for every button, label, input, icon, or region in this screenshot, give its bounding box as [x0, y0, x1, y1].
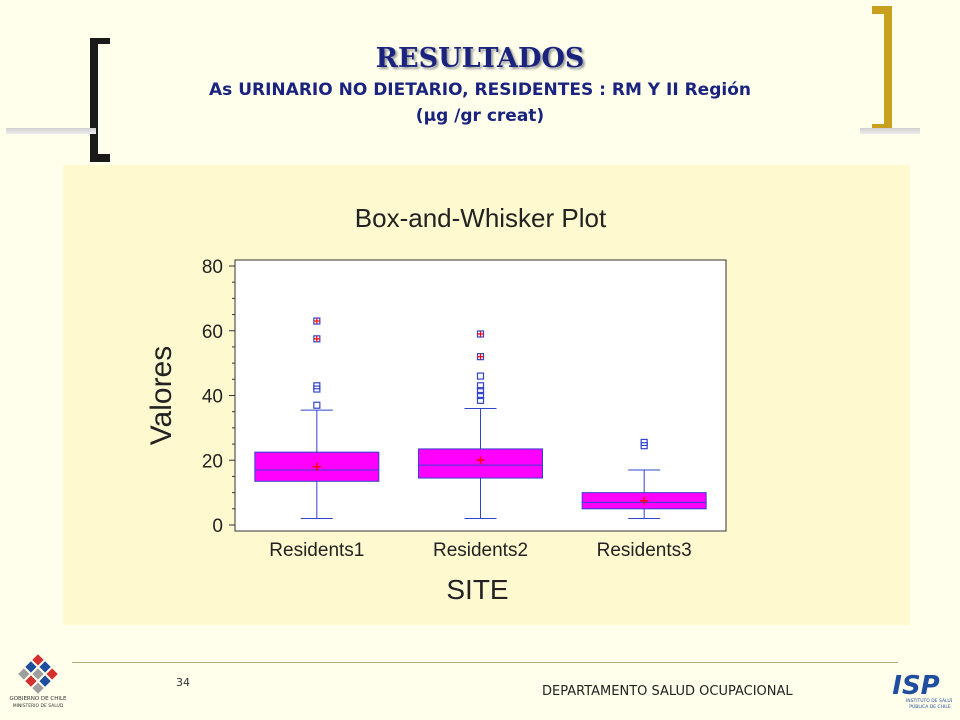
- chart-panel: Box-and-Whisker Plot 0 20 40 60 80 Valores SITE…: [63, 165, 910, 625]
- gobierno-de-chile-logo: GOBIERNO DE CHILE MINISTERIO DE SALUD: [9, 654, 67, 709]
- svg-text:GOBIERNO DE CHILE: GOBIERNO DE CHILE: [9, 696, 67, 702]
- chart-title: Box-and-Whisker Plot: [355, 203, 607, 233]
- svg-text:ISP: ISP: [892, 671, 939, 701]
- outlier-far-marker: [313, 318, 320, 325]
- y-tick-label: 20: [202, 451, 223, 472]
- y-tick-label: 40: [202, 387, 223, 408]
- outlier-point: [476, 382, 485, 390]
- mean-marker: [476, 456, 485, 465]
- isp-logo: ISP INSTITUTO DE SALUD PÚBLICA DE CHILE: [892, 671, 952, 710]
- outlier-far-marker: [313, 335, 320, 342]
- x-tick-label: Residents3: [597, 540, 692, 561]
- outlier-point: [476, 387, 485, 395]
- footer-department: DEPARTAMENTO SALUD OCUPACIONAL: [542, 684, 793, 699]
- header-rule-right: [860, 128, 920, 134]
- mean-marker: [312, 462, 321, 471]
- outlier-far-marker: [477, 330, 484, 337]
- header-rule-left: [6, 128, 96, 134]
- y-tick-label: 0: [212, 516, 223, 537]
- x-tick-label: Residents1: [269, 540, 364, 561]
- outlier-point: [476, 396, 485, 404]
- outlier-far-marker: [477, 353, 484, 360]
- svg-text:MINISTERIO DE SALUD: MINISTERIO DE SALUD: [13, 703, 64, 709]
- x-tick-label: Residents2: [433, 540, 528, 561]
- slide-subtitle: As URINARIO NO DIETARIO, RESIDENTES : RM…: [209, 80, 751, 100]
- outlier-point: [476, 391, 485, 400]
- slide-unit-line: (µg /gr creat): [415, 106, 545, 126]
- box-whisker-chart: Box-and-Whisker Plot 0 20 40 60 80 Valores SITE…: [145, 203, 727, 605]
- box-iqr: [418, 448, 543, 479]
- svg-text:PÚBLICA DE CHILE: PÚBLICA DE CHILE: [909, 703, 951, 710]
- x-axis-label: SITE: [446, 574, 508, 605]
- y-axis-label: Valores: [145, 346, 178, 446]
- y-tick-label: 80: [202, 257, 223, 278]
- outlier-point: [313, 401, 321, 409]
- slide-title: RESULTADOS: [375, 43, 585, 74]
- right-bracket-decoration: [872, 6, 892, 130]
- footer-divider: [72, 662, 898, 663]
- outlier-point: [313, 382, 321, 390]
- svg-text:INSTITUTO DE SALUD: INSTITUTO DE SALUD: [906, 698, 952, 704]
- outlier-point: [640, 438, 648, 447]
- outlier-point: [476, 372, 485, 380]
- y-tick-label: 60: [202, 322, 223, 343]
- mean-marker: [640, 496, 649, 505]
- left-bracket-decoration: [90, 38, 110, 162]
- page-number: 34: [176, 676, 190, 689]
